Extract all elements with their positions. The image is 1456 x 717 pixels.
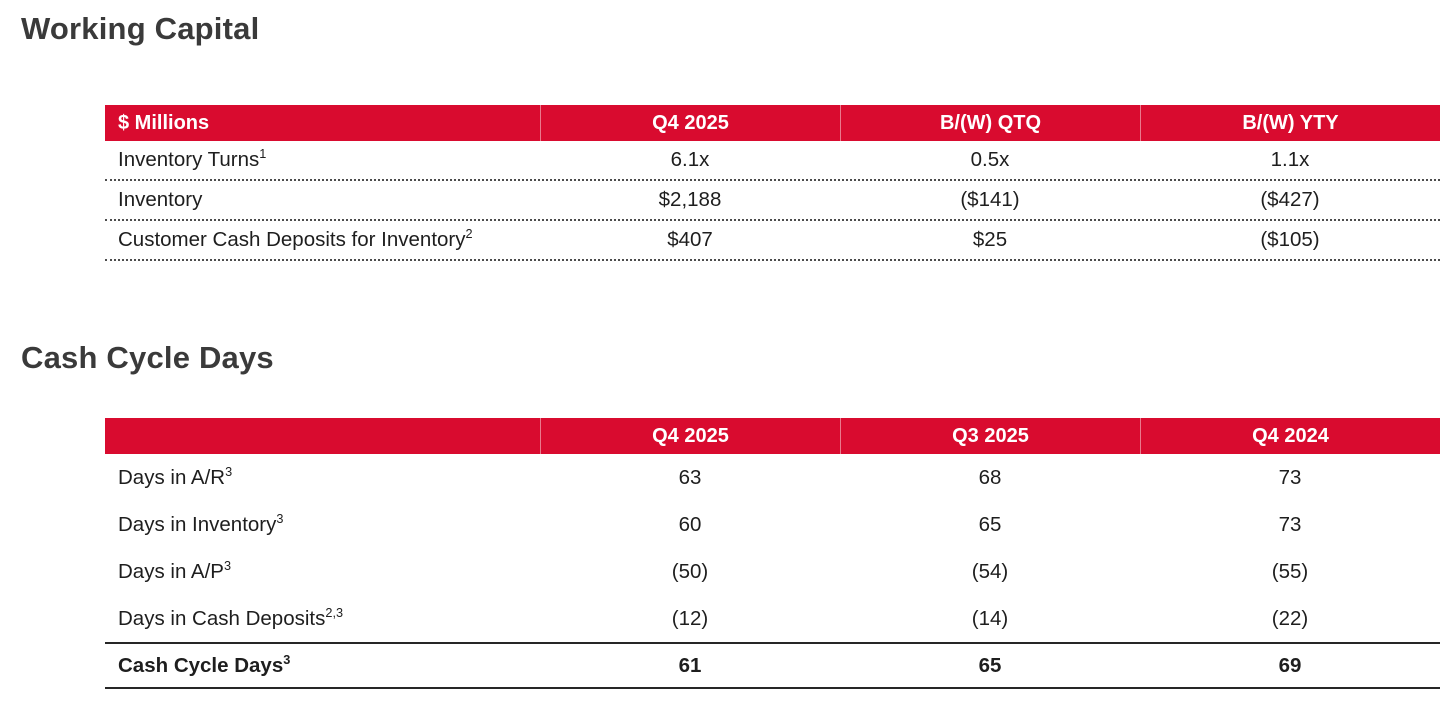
cell-value: 73 (1278, 465, 1302, 489)
row-label: Customer Cash Deposits for Inventory2 (118, 226, 473, 251)
cell-value: 1.1x (1270, 148, 1310, 171)
footnote-marker: 1 (259, 146, 267, 162)
cell-value: 61 (678, 653, 702, 677)
footnote-marker: 3 (276, 510, 284, 526)
cash-cycle-days-title: Cash Cycle Days (21, 340, 274, 375)
row-label: Cash Cycle Days3 (118, 651, 291, 677)
cell-value: $2,188 (658, 188, 722, 211)
cell-value: (14) (971, 606, 1009, 630)
table-row-inventory-turns: Inventory Turns1 6.1x 0.5x 1.1x (105, 141, 1440, 181)
cell-value: 0.5x (970, 148, 1010, 171)
row-label: Days in A/R3 (118, 463, 233, 489)
column-header-q3-2025: Q3 2025 (840, 418, 1140, 454)
footnote-marker: 2 (465, 226, 473, 242)
table-row-days-in-ar: Days in A/R3 63 68 73 (105, 454, 1440, 501)
cell-value: 73 (1278, 512, 1302, 536)
cell-value: (12) (671, 606, 709, 630)
column-header-q4-2025: Q4 2025 (540, 105, 840, 141)
table-row-inventory: Inventory $2,188 ($141) ($427) (105, 181, 1440, 221)
cell-value: ($427) (1260, 188, 1320, 211)
row-label: Days in A/P3 (118, 557, 232, 583)
column-header-blank (105, 418, 540, 454)
cell-value: 6.1x (670, 148, 710, 171)
cell-value: 63 (678, 465, 702, 489)
footnote-marker: 3 (225, 463, 233, 479)
row-label: Days in Inventory3 (118, 510, 284, 536)
cell-value: 68 (978, 465, 1002, 489)
table-row-days-in-cash-deposits: Days in Cash Deposits2,3 (12) (14) (22) (105, 595, 1440, 642)
cell-value: 65 (978, 653, 1002, 677)
column-header-q4-2025: Q4 2025 (540, 418, 840, 454)
footnote-marker: 2,3 (325, 604, 344, 620)
row-label: Inventory (118, 188, 203, 211)
row-label: Inventory Turns1 (118, 146, 267, 171)
cell-value: (50) (671, 559, 709, 583)
cell-value: ($105) (1260, 228, 1320, 251)
table-row-days-in-ap: Days in A/P3 (50) (54) (55) (105, 548, 1440, 595)
working-capital-header-row: $ Millions Q4 2025 B/(W) QTQ B/(W) YTY (105, 105, 1440, 141)
column-header-q4-2024: Q4 2024 (1140, 418, 1440, 454)
row-label: Days in Cash Deposits2,3 (118, 604, 344, 630)
cash-cycle-days-table: Q4 2025 Q3 2025 Q4 2024 Days in A/R3 63 … (105, 418, 1440, 689)
column-header-bw-yty: B/(W) YTY (1140, 105, 1440, 141)
table-row-customer-cash-deposits: Customer Cash Deposits for Inventory2 $4… (105, 221, 1440, 261)
cell-value: (22) (1271, 606, 1309, 630)
footnote-marker: 3 (223, 557, 232, 573)
cell-value: (55) (1271, 559, 1309, 583)
cell-value: $25 (972, 228, 1008, 251)
cell-value: 60 (678, 512, 702, 536)
table-row-days-in-inventory: Days in Inventory3 60 65 73 (105, 501, 1440, 548)
column-header-bw-qtq: B/(W) QTQ (840, 105, 1140, 141)
working-capital-title: Working Capital (21, 11, 260, 46)
footnote-marker: 3 (283, 651, 291, 667)
cell-value: ($141) (960, 188, 1020, 211)
cell-value: 69 (1278, 653, 1302, 677)
cash-cycle-header-row: Q4 2025 Q3 2025 Q4 2024 (105, 418, 1440, 454)
cell-value: $407 (667, 228, 713, 251)
total-row-cash-cycle-days: Cash Cycle Days3 61 65 69 (105, 642, 1440, 689)
working-capital-table: $ Millions Q4 2025 B/(W) QTQ B/(W) YTY I… (105, 105, 1440, 261)
cell-value: 65 (978, 512, 1002, 536)
cell-value: (54) (971, 559, 1009, 583)
column-header-millions: $ Millions (118, 111, 210, 134)
